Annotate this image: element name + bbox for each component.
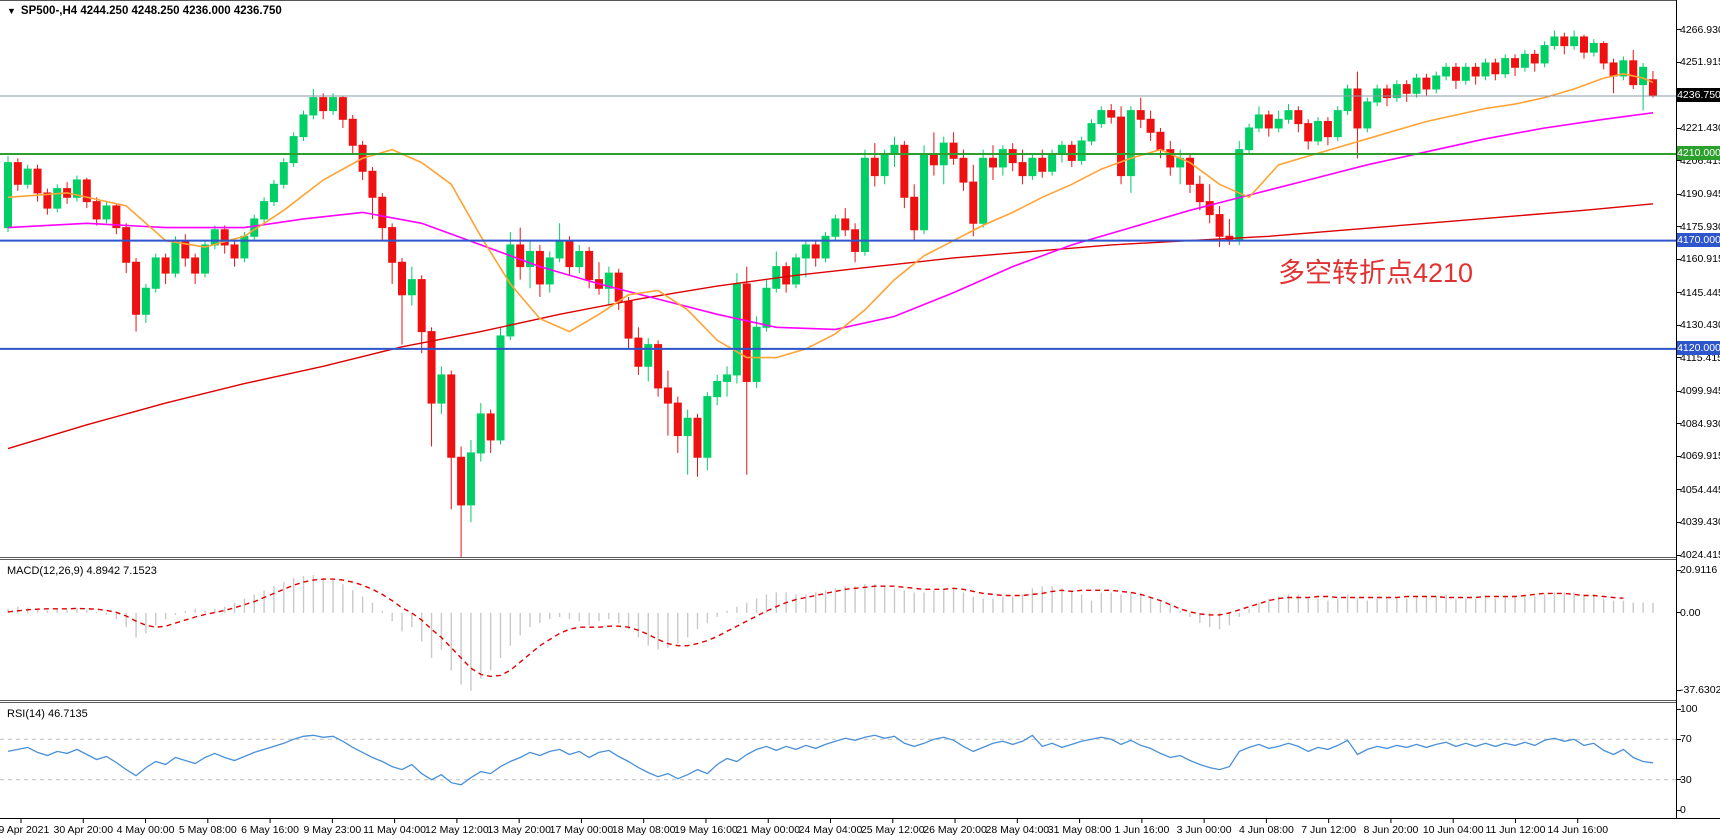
time-axis-label: 1 Jun 16:00: [1114, 824, 1170, 836]
main-price-chart[interactable]: [0, 0, 1676, 558]
price-axis-tick: [1677, 423, 1681, 425]
price-axis-tick: [1677, 455, 1681, 457]
price-axis-label: 4099.945: [1680, 385, 1720, 398]
time-axis-label: 17 May 00:00: [549, 824, 614, 836]
macd-axis-label: 0.00: [1680, 606, 1701, 619]
time-axis-label: 13 May 20:00: [487, 824, 551, 836]
time-axis-label: 4 Jun 08:00: [1238, 824, 1294, 836]
panel-separator[interactable]: [0, 700, 1720, 703]
price-axis-label: 4160.915: [1680, 253, 1720, 266]
price-axis-tick: [1677, 324, 1681, 326]
macd-label: MACD(12,26,9) 4.8942 7.1523: [7, 565, 157, 577]
macd-axis-tick: [1677, 689, 1681, 691]
price-axis-label: 4190.945: [1680, 188, 1720, 201]
rsi-indicator-panel[interactable]: [0, 703, 1676, 818]
time-axis-label: 9 May 23:00: [303, 824, 362, 836]
price-axis-label: 4221.430: [1680, 122, 1720, 135]
price-axis-tick: [1677, 258, 1681, 260]
time-axis-label: 4 May 00:00: [116, 824, 175, 836]
time-axis-label: 6 May 16:00: [241, 824, 299, 836]
panel-separator[interactable]: [0, 557, 1720, 560]
time-axis-label: 18 May 08:00: [611, 824, 676, 836]
time-axis-label: 10 Jun 04:00: [1422, 824, 1484, 836]
time-axis-label: 30 Apr 20:00: [53, 824, 114, 836]
rsi-canvas[interactable]: [0, 703, 1676, 818]
price-axis-tick: [1677, 489, 1681, 491]
chevron-down-icon[interactable]: ▼: [7, 6, 16, 16]
macd-indicator-panel[interactable]: [0, 560, 1676, 700]
time-axis-label: 21 May 00:00: [736, 824, 801, 836]
rsi-label: RSI(14) 46.7135: [7, 708, 88, 720]
macd-axis-label: 20.9116: [1680, 564, 1718, 577]
price-axis-label: 4130.430: [1680, 319, 1720, 332]
annotation-text[interactable]: 多空转折点4210: [1278, 258, 1474, 288]
macd-axis-tick: [1677, 569, 1681, 571]
price-level-badge: 4120.000: [1677, 340, 1720, 355]
time-axis-label: 24 May 04:00: [798, 824, 863, 836]
price-axis-label: 4175.930: [1680, 220, 1720, 233]
price-axis-tick: [1677, 160, 1681, 162]
time-axis-label: 29 Apr 2021: [0, 824, 50, 836]
price-axis-tick: [1677, 226, 1681, 228]
price-level-badge: 4170.000: [1677, 232, 1720, 247]
time-axis-label: 26 May 20:00: [923, 824, 987, 836]
time-axis-label: 25 May 12:00: [860, 824, 925, 836]
price-axis-tick: [1677, 29, 1681, 31]
price-axis[interactable]: 4266.930 4251.915 4221.430 4206.415 4190.945…: [1676, 0, 1720, 818]
time-axis-label: 28 May 04:00: [985, 824, 1050, 836]
candlestick-canvas[interactable]: [0, 1, 1676, 558]
price-axis-tick: [1677, 127, 1681, 129]
macd-canvas[interactable]: [0, 560, 1676, 700]
price-axis-tick: [1677, 554, 1681, 556]
time-axis-label: 5 May 08:00: [178, 824, 237, 836]
time-axis-label: 19 May 16:00: [674, 824, 738, 836]
time-axis-label: 3 Jun 00:00: [1176, 824, 1232, 836]
price-axis-label: 4054.445: [1680, 483, 1720, 496]
price-axis-label: 4251.915: [1680, 56, 1720, 69]
price-axis-tick: [1677, 521, 1681, 523]
price-axis-label: 4084.930: [1680, 417, 1720, 430]
time-axis-label: 11 Jun 12:00: [1485, 824, 1546, 836]
rsi-axis-label: 70: [1680, 733, 1692, 746]
rsi-axis-tick: [1677, 809, 1681, 811]
price-axis-tick: [1677, 390, 1681, 392]
price-axis-tick: [1677, 357, 1681, 359]
price-axis-label: 4145.445: [1680, 286, 1720, 299]
price-level-badge: 4236.750: [1677, 87, 1720, 102]
time-axis-label: 12 May 12:00: [425, 824, 489, 836]
rsi-axis-label: 30: [1680, 773, 1692, 786]
rsi-axis-tick: [1677, 708, 1681, 710]
price-axis-label: 4039.430: [1680, 516, 1720, 529]
time-axis-label: 11 May 04:00: [363, 824, 427, 836]
price-axis-tick: [1677, 193, 1681, 195]
time-axis-label: 14 Jun 16:00: [1547, 824, 1609, 836]
rsi-axis-tick: [1677, 738, 1681, 740]
time-axis-label: 8 Jun 20:00: [1363, 824, 1419, 836]
price-axis-label: 4069.915: [1680, 450, 1720, 463]
rsi-axis-label: 0: [1680, 804, 1686, 816]
price-level-badge: 4210.000: [1677, 145, 1720, 160]
price-axis-label: 4266.930: [1680, 23, 1720, 36]
symbol-info: ▼ SP500-,H4 4244.250 4248.250 4236.000 42…: [7, 5, 282, 17]
symbol-ohlc-line: SP500-,H4 4244.250 4248.250 4236.000 423…: [20, 5, 282, 17]
macd-axis-label: -37.6302: [1680, 684, 1720, 697]
macd-axis-tick: [1677, 612, 1681, 614]
price-axis-tick: [1677, 292, 1681, 294]
price-axis-tick: [1677, 61, 1681, 63]
time-axis-label: 31 May 08:00: [1047, 824, 1112, 836]
rsi-axis-label: 100: [1680, 703, 1698, 715]
time-axis-label: 7 Jun 12:00: [1301, 824, 1357, 836]
rsi-axis-tick: [1677, 779, 1681, 781]
price-axis-label: 4024.415: [1680, 549, 1720, 562]
time-axis-canvas: [20, 819, 1579, 823]
